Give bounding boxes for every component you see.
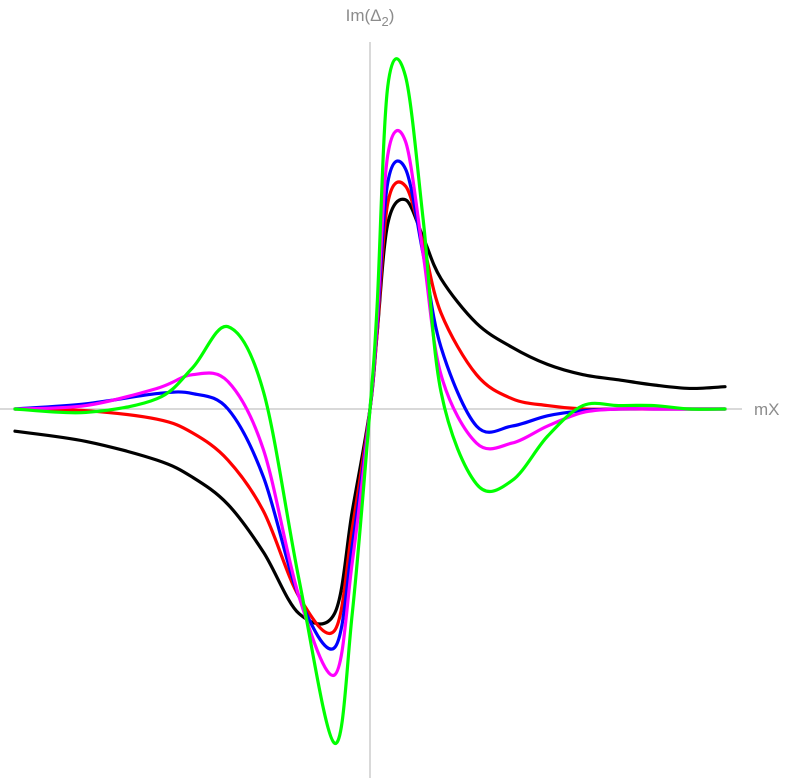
y-axis-title: Im(Δ2) (346, 6, 395, 29)
series-line-5 (13, 57, 727, 745)
x-axis-title: mX (754, 400, 780, 419)
series-layer (13, 57, 727, 745)
